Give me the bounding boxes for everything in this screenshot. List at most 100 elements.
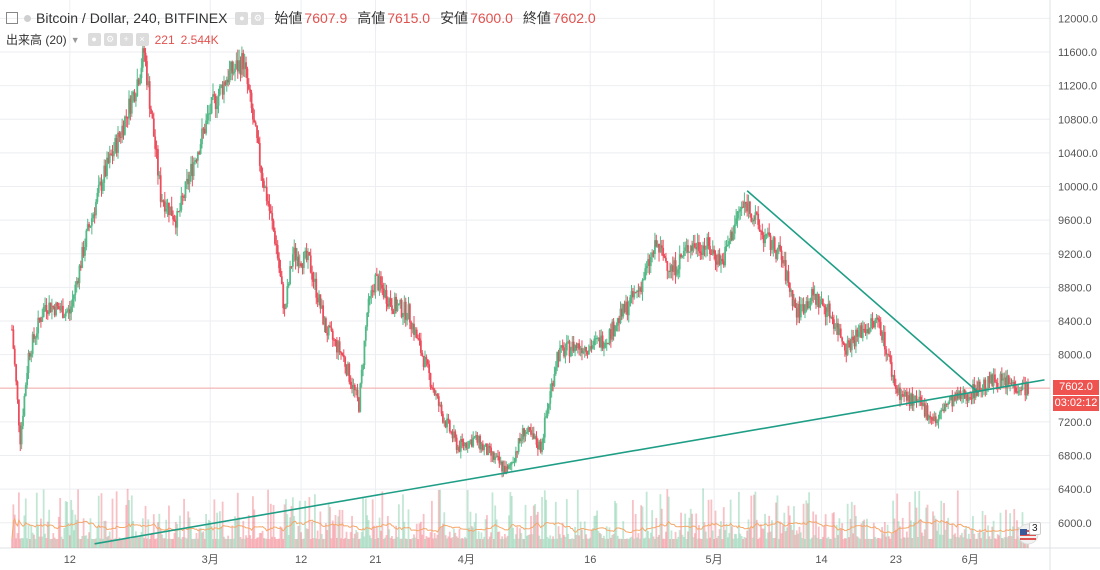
candle-body [677, 269, 680, 274]
price-axis[interactable]: 6000.06400.06800.07200.07600.08000.08400… [1058, 13, 1098, 529]
candle-body [17, 399, 20, 426]
volume-bar [393, 538, 396, 548]
volume-bar [492, 538, 495, 548]
candle-body [592, 345, 594, 349]
last-price-tag: 7602.0 [1053, 380, 1099, 396]
close-icon[interactable]: × [135, 33, 149, 46]
candle-body [358, 397, 360, 412]
candle-body [406, 319, 409, 321]
candle-body [425, 357, 428, 360]
volume-bar [450, 538, 453, 548]
settings-icon[interactable]: ⚙ [103, 33, 117, 46]
volume-bar [755, 519, 758, 548]
trendlines[interactable] [94, 190, 1045, 545]
volume-bar [228, 538, 231, 548]
volume-bar [576, 489, 579, 548]
candle-body [548, 403, 550, 409]
candle-body [170, 206, 173, 216]
volume-bar [122, 539, 125, 548]
candle-body [139, 78, 141, 85]
volume-bar [26, 538, 29, 548]
candle-body [746, 203, 749, 212]
candle-body [271, 213, 274, 221]
volume-bar [842, 538, 845, 548]
volume-bar [713, 538, 716, 548]
candle-body [692, 243, 695, 251]
volume-bar [166, 538, 169, 548]
volume-bar [267, 489, 269, 548]
candle-body [921, 402, 923, 406]
volume-bar [563, 535, 565, 548]
candle-body [508, 464, 510, 469]
candle-body [225, 79, 228, 85]
candle-body [19, 425, 22, 445]
plus-icon[interactable]: + [119, 33, 133, 46]
candle-body [311, 272, 314, 280]
candle-body [625, 301, 627, 313]
volume-bar [944, 529, 947, 548]
volume-bar [966, 538, 969, 548]
candle-body [691, 245, 693, 251]
volume-bar [163, 538, 166, 548]
candle-body [88, 224, 90, 228]
candle-body [492, 452, 495, 460]
candle-body [559, 347, 561, 361]
settings-icon[interactable]: ⚙ [251, 11, 265, 25]
chevron-down-icon[interactable]: ▼ [70, 34, 80, 45]
volume-bar [527, 535, 530, 548]
candle-body [117, 132, 119, 154]
candle-body [987, 376, 989, 389]
volume-bar [461, 537, 464, 548]
candle-body [930, 417, 933, 420]
time-tick-label: 12 [295, 554, 307, 566]
volume-bar [963, 529, 966, 548]
candle-body [662, 247, 665, 257]
volume-bar [693, 533, 696, 548]
candle-body [607, 342, 610, 344]
volume-bar [643, 538, 645, 548]
volume-label[interactable]: 出来高 (20) [6, 33, 67, 47]
candle-body [762, 234, 765, 244]
eye-icon[interactable]: ● [87, 33, 101, 46]
candle-body [860, 325, 863, 338]
candle-body [593, 338, 596, 346]
time-axis[interactable]: 12 3月 12 21 4月 16 5月 14 23 6月 [64, 554, 979, 566]
candle-body [20, 425, 23, 445]
volume-bar [385, 535, 388, 548]
candle-body [386, 303, 389, 307]
high-value: 7615.0 [387, 10, 431, 26]
volume-bar [364, 498, 367, 548]
candle-body [911, 393, 914, 406]
price-tick-label: 10000.0 [1058, 182, 1098, 194]
candle-body [380, 276, 382, 285]
volume-bar [453, 528, 455, 548]
eye-icon[interactable]: ● [235, 11, 249, 25]
volume-bar [772, 538, 775, 548]
candle-body [885, 349, 888, 355]
symbol-title[interactable]: Bitcoin / Dollar, 240, BITFINEX [36, 10, 228, 26]
candle-body [524, 433, 527, 437]
volume-bar [948, 538, 951, 548]
candle-body [293, 247, 296, 255]
candle-body [319, 294, 322, 309]
candle-body [671, 265, 674, 272]
volume-bar [176, 523, 179, 548]
candle-body [97, 184, 100, 193]
collapse-icon[interactable] [6, 12, 18, 24]
volume-bar [207, 519, 210, 548]
candle-body [552, 383, 554, 386]
candle-body [1010, 382, 1013, 384]
volume-bar [910, 520, 912, 548]
candle-body [947, 403, 950, 405]
candle-body [513, 461, 516, 463]
volume-bar [860, 523, 863, 548]
volume-bar [301, 538, 304, 548]
candle-body [905, 391, 908, 401]
volume-bar [274, 537, 276, 548]
volume-bar [411, 538, 414, 548]
volume-bar [179, 515, 181, 548]
volume-bar [804, 538, 806, 548]
volume-bar [620, 538, 623, 548]
volume-bar [140, 531, 143, 548]
